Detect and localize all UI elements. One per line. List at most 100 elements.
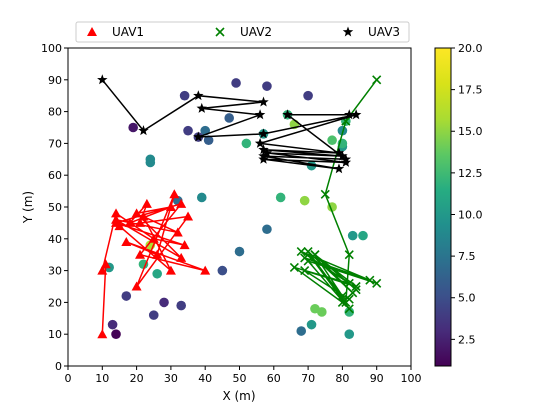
series-uav1-marker xyxy=(135,249,146,259)
legend-item-uav1: UAV1 xyxy=(87,25,144,39)
series-uav2-marker xyxy=(303,246,313,257)
series-uav2-marker xyxy=(300,266,310,276)
x-tick-label: 70 xyxy=(301,372,315,385)
scatter-point xyxy=(234,246,245,257)
legend-uav2-marker xyxy=(215,27,225,37)
series-uav1-marker xyxy=(176,198,187,208)
series-uav1-marker xyxy=(124,217,135,227)
series-uav3-marker xyxy=(258,153,269,164)
series-uav2-marker xyxy=(320,189,330,199)
series-uav3-marker xyxy=(333,147,345,158)
scatter-point xyxy=(262,81,272,91)
legend-frame xyxy=(75,21,410,43)
x-tick-label: 100 xyxy=(401,372,422,385)
scatter-point xyxy=(344,307,355,317)
series-uav1-marker xyxy=(100,259,111,269)
series-uav3-marker xyxy=(333,163,345,174)
scatter-point xyxy=(111,329,121,340)
series-uav1-marker xyxy=(183,211,194,221)
series-uav3 xyxy=(97,74,362,174)
y-tick-label: 0 xyxy=(55,360,62,373)
series-uav2-marker xyxy=(351,281,361,292)
series-uav2 xyxy=(289,75,382,314)
colorbar-tick-label: 7.5 xyxy=(458,250,476,263)
colorbar-tick-label: 10.0 xyxy=(458,208,483,221)
series-uav3-marker xyxy=(337,150,348,161)
series-uav1-marker xyxy=(152,249,163,259)
series-uav1-marker xyxy=(97,329,108,339)
scatter-point xyxy=(152,268,162,279)
scatter-point xyxy=(159,297,169,308)
series-uav1-marker xyxy=(141,198,152,208)
y-axis-ticks: 0 10 20 30 40 50 60 70 80 90 100 xyxy=(41,42,68,373)
series-uav3-marker xyxy=(350,109,362,120)
series-uav3-marker xyxy=(261,147,273,158)
series-uav1-marker xyxy=(176,252,187,262)
series-uav3-marker xyxy=(344,109,355,120)
legend-uav1-marker xyxy=(87,27,97,36)
series-uav1-marker xyxy=(111,214,122,224)
colorbar: 2.5 5.0 7.5 10.0 12.5 15.0 17.5 20.0 xyxy=(434,42,483,367)
scatter-point xyxy=(262,224,272,235)
legend-item-uav3: UAV3 xyxy=(342,25,400,39)
x-tick-label: 40 xyxy=(198,372,212,385)
series-uav3-marker xyxy=(258,150,269,161)
scatter-point xyxy=(231,78,241,88)
y-tick-label: 60 xyxy=(48,169,62,182)
x-tick-label: 0 xyxy=(65,372,72,385)
scatter-point xyxy=(275,192,286,203)
series-uav1-marker xyxy=(165,265,176,275)
colorbar-ticks: 2.5 5.0 7.5 10.0 12.5 15.0 17.5 20.0 xyxy=(451,42,483,346)
series-uav1-marker xyxy=(172,227,183,237)
series-uav2-marker xyxy=(296,246,306,257)
y-tick-label: 20 xyxy=(48,296,62,309)
series-uav2-marker xyxy=(344,250,354,260)
scatter-point xyxy=(241,138,252,149)
x-tick-label: 20 xyxy=(130,372,144,385)
series-uav1-marker xyxy=(114,221,125,231)
scatter-point xyxy=(217,265,228,276)
legend-uav3-label: UAV3 xyxy=(368,25,400,39)
scatter-point xyxy=(121,291,132,301)
series-uav3-marker xyxy=(97,74,108,85)
series-uav1-marker xyxy=(121,236,132,246)
series-uav3-marker xyxy=(254,137,266,148)
x-tick-label: 50 xyxy=(233,372,247,385)
scatter-point xyxy=(179,90,190,101)
scatter-point xyxy=(203,135,214,146)
scatter-point xyxy=(107,319,118,330)
scatter-point xyxy=(327,135,337,146)
series-uav3-marker xyxy=(193,90,204,101)
series-uav2-marker xyxy=(344,278,354,288)
scatter-point xyxy=(145,157,156,168)
x-tick-label: 90 xyxy=(370,372,384,385)
series-uav3-marker xyxy=(258,96,269,107)
series-uav1-marker xyxy=(131,208,142,218)
series-uav3-marker xyxy=(196,102,207,113)
series-uav3-marker xyxy=(258,144,269,155)
series-uav1 xyxy=(97,189,211,339)
colorbar-tick-label: 5.0 xyxy=(458,292,476,305)
scatter-point xyxy=(303,90,313,101)
x-tick-label: 30 xyxy=(164,372,178,385)
scatter-point xyxy=(183,125,193,136)
colorbar-tick-label: 20.0 xyxy=(458,42,483,55)
scatter-point xyxy=(128,122,138,133)
series-uav1-marker xyxy=(111,208,122,218)
legend-item-uav2: UAV2 xyxy=(215,25,272,39)
y-axis-label: Y (m) xyxy=(21,191,35,224)
series-uav2-path xyxy=(293,79,378,310)
legend: UAV1 UAV2 UAV3 xyxy=(75,21,410,43)
colorbar-gradient xyxy=(434,47,452,367)
scatter-point xyxy=(196,192,207,203)
series-uav1-marker xyxy=(131,281,142,291)
y-tick-label: 90 xyxy=(48,74,62,87)
scatter-point xyxy=(317,307,327,317)
colorbar-tick-label: 15.0 xyxy=(458,125,483,138)
series-uav1-marker xyxy=(179,240,190,250)
x-tick-label: 10 xyxy=(95,372,109,385)
scatter-point xyxy=(148,310,159,320)
scatter-point xyxy=(296,326,307,336)
series-uav3-marker xyxy=(258,128,269,139)
